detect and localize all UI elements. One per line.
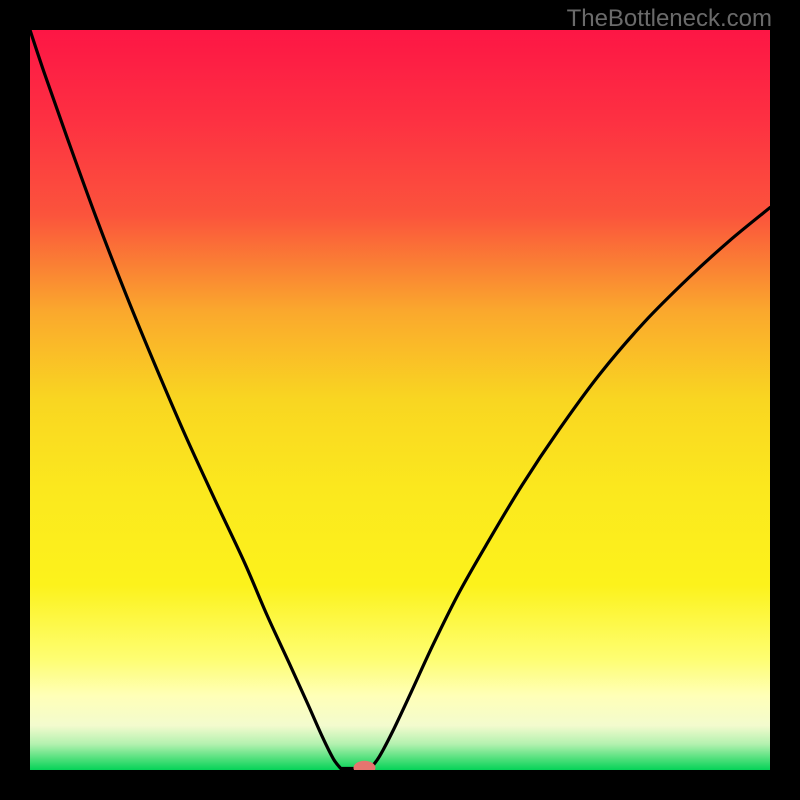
plot-area (30, 30, 770, 770)
gradient-chart (30, 30, 770, 770)
gradient-background (30, 30, 770, 770)
watermark-text: TheBottleneck.com (567, 5, 772, 33)
stage: TheBottleneck.com (0, 0, 800, 800)
